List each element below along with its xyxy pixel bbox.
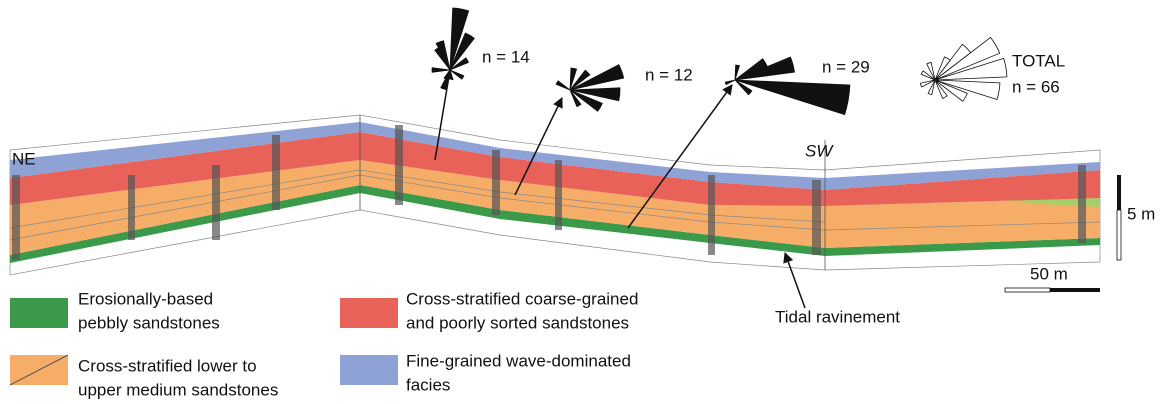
legend-text: pebbly sandstones (78, 313, 220, 332)
vertical-scale-label: 5 m (1127, 204, 1155, 223)
legend-text: upper medium sandstones (78, 380, 278, 399)
orientation-right: SW (805, 141, 834, 160)
rose-label: n = 29 (822, 57, 870, 76)
horizontal-scale-label: 50 m (1030, 264, 1068, 283)
arrow (785, 253, 805, 308)
legend-text: Fine-grained wave-dominated (406, 351, 631, 370)
vertical-scale-bar (1117, 175, 1121, 210)
rose-title: TOTAL (1012, 51, 1065, 70)
orientation-left: NE (12, 149, 36, 168)
horizontal-scale-bar (1005, 288, 1050, 292)
rose-petal (725, 80, 735, 85)
figure: NE SW n = 14 n = 12 n = 29 TOTAL n = 66 … (0, 0, 1167, 404)
legend-text: facies (406, 375, 450, 394)
horizontal-scale-bar (1050, 288, 1100, 292)
rose-label: n = 12 (645, 65, 693, 84)
vertical-scale-bar (1117, 210, 1121, 260)
legend-swatch (10, 298, 68, 328)
rose-label: n = 66 (1012, 77, 1060, 96)
rose-petal (556, 81, 570, 90)
legend-swatch (340, 355, 398, 385)
legend-text: and poorly sorted sandstones (406, 313, 629, 332)
rose-petal (432, 68, 450, 73)
rose-label: n = 14 (482, 47, 530, 66)
annotation: Tidal ravinement (775, 307, 900, 326)
legend-swatch (340, 298, 398, 328)
rose-petal (570, 65, 624, 90)
rose-petal (450, 70, 464, 79)
legend-text: Erosionally-based (78, 289, 213, 308)
rose-petal (735, 80, 850, 115)
legend-text: Cross-stratified coarse-grained (406, 289, 638, 308)
legend-text: Cross-stratified lower to (78, 356, 257, 375)
